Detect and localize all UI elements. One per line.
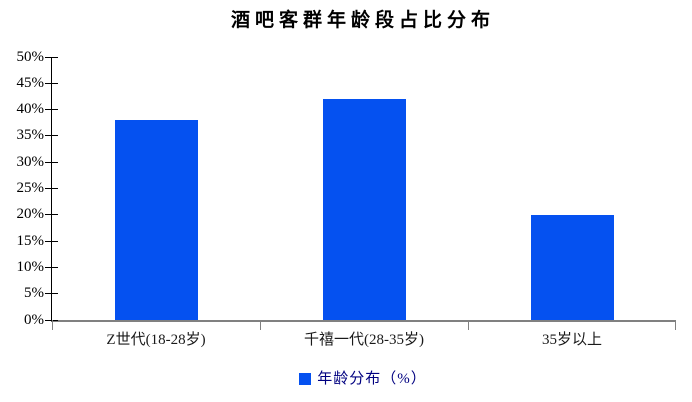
y-axis-tick — [45, 240, 58, 242]
legend-swatch — [299, 373, 312, 385]
y-axis-tick-label: 0% — [24, 311, 44, 328]
y-axis-tick — [45, 56, 58, 58]
y-axis-tick-label: 20% — [16, 206, 45, 223]
bar-2 — [531, 215, 614, 320]
legend-label: 年龄分布（%） — [317, 371, 427, 387]
x-axis-category-label: Z世代(18-28岁) — [106, 332, 206, 348]
y-axis-labels: 0% 5% 10% 15% 20% 25% 30% 35% 40% 45% 50% — [0, 49, 45, 328]
y-axis-tick-label: 45% — [16, 74, 45, 91]
x-axis-tick — [260, 320, 261, 330]
y-axis-tick — [45, 188, 58, 189]
x-axis-tick — [675, 320, 676, 330]
legend: 年龄分布（%） — [51, 370, 675, 388]
y-axis-tick-label: 30% — [16, 153, 45, 170]
y-axis-tick-label: 15% — [16, 232, 45, 249]
y-axis-tick-label: 35% — [16, 127, 45, 144]
y-axis-tick — [45, 293, 58, 295]
x-axis-tick — [468, 320, 469, 330]
y-axis-tick — [45, 161, 58, 163]
y-axis-tick-label: 25% — [16, 180, 45, 196]
y-axis-tick — [45, 82, 58, 84]
x-axis-tick — [52, 320, 53, 330]
y-axis-tick-label: 10% — [16, 258, 45, 275]
y-axis-tick — [45, 319, 58, 321]
plot-area: Z世代(18-28岁) 千禧一代(28-35岁) 35岁以上 — [45, 56, 676, 348]
y-axis-tick — [45, 266, 58, 268]
y-axis-tick — [45, 214, 58, 216]
y-axis-tick — [45, 135, 58, 137]
chart-title: 酒吧客群年龄段占比分布 — [230, 10, 495, 31]
x-axis-category-label: 千禧一代(28-35岁) — [304, 332, 424, 348]
bar-0 — [115, 120, 198, 320]
x-axis-category-label: 35岁以上 — [541, 332, 602, 348]
y-axis-tick-label: 50% — [16, 48, 45, 65]
bar-1 — [323, 99, 406, 320]
y-axis-tick-label: 40% — [16, 101, 45, 118]
y-axis-tick-label: 5% — [24, 285, 44, 302]
y-axis-tick — [45, 109, 58, 111]
